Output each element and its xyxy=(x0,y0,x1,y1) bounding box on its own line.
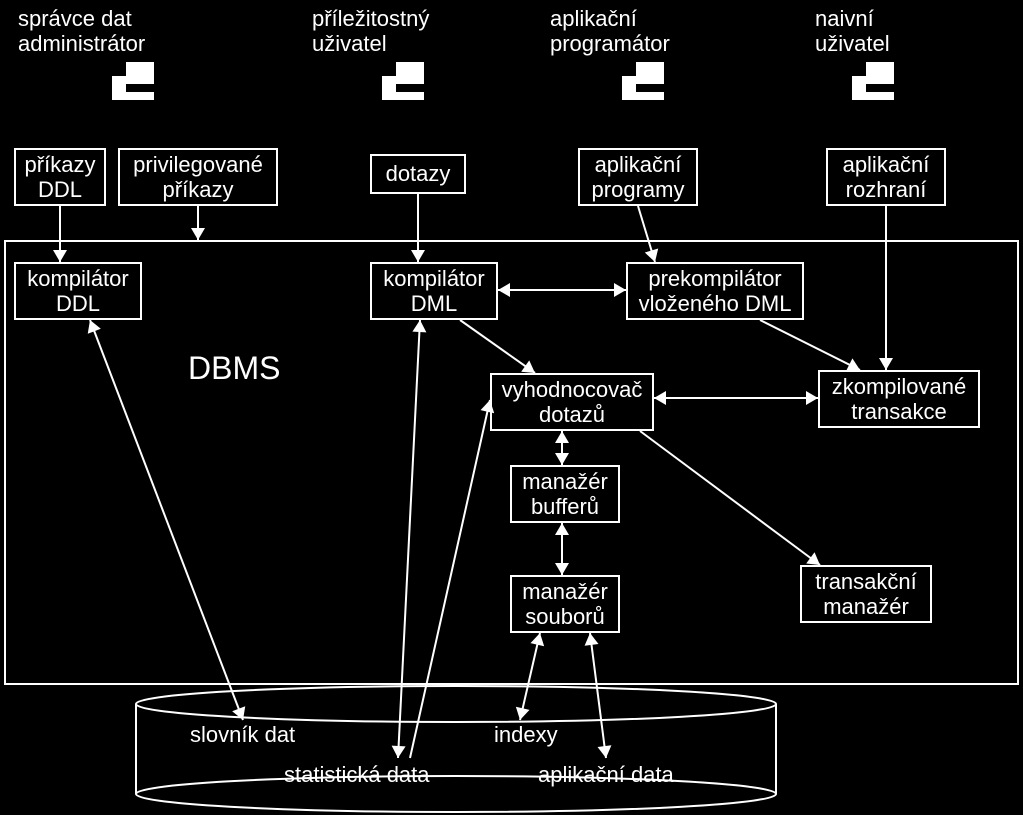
diagram-svg xyxy=(0,0,1023,815)
